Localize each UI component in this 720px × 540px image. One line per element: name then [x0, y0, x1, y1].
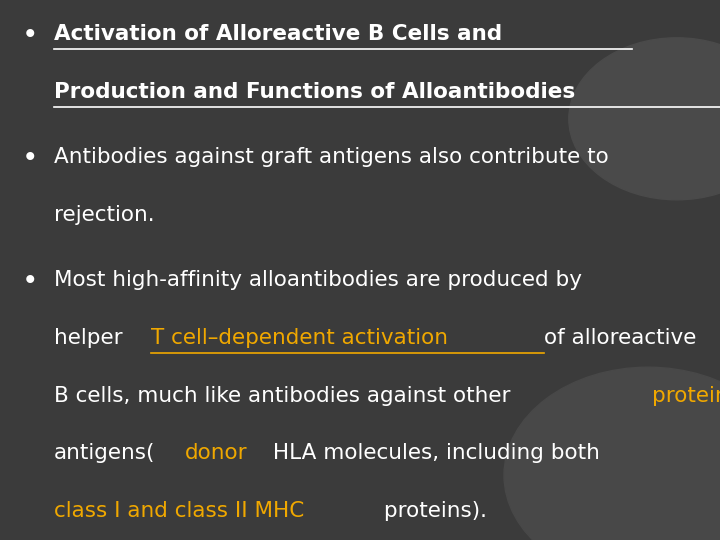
Text: class I and class II MHC: class I and class II MHC	[54, 501, 305, 521]
Text: •: •	[23, 270, 37, 293]
Text: antigens(: antigens(	[54, 443, 156, 463]
Text: T cell–dependent activation: T cell–dependent activation	[151, 328, 455, 348]
Text: Most high-affinity alloantibodies are produced by: Most high-affinity alloantibodies are pr…	[54, 270, 582, 290]
Text: •: •	[23, 147, 37, 170]
Circle shape	[569, 38, 720, 200]
Text: B cells, much like antibodies against other: B cells, much like antibodies against ot…	[54, 386, 518, 406]
Circle shape	[504, 367, 720, 540]
Text: rejection.: rejection.	[54, 205, 155, 225]
Text: proteins).: proteins).	[377, 501, 487, 521]
Text: protein: protein	[652, 386, 720, 406]
Text: donor: donor	[185, 443, 248, 463]
Text: HLA molecules, including both: HLA molecules, including both	[266, 443, 600, 463]
Text: Activation of Alloreactive B Cells and: Activation of Alloreactive B Cells and	[54, 24, 502, 44]
Text: of alloreactive: of alloreactive	[544, 328, 696, 348]
Text: Production and Functions of Alloantibodies: Production and Functions of Alloantibodi…	[54, 82, 575, 102]
Text: •: •	[23, 24, 37, 48]
Text: Antibodies against graft antigens also contribute to: Antibodies against graft antigens also c…	[54, 147, 608, 167]
Text: helper: helper	[54, 328, 130, 348]
